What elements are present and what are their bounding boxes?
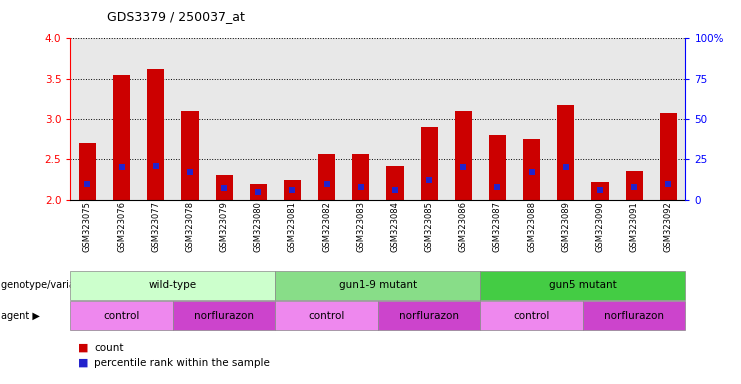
Bar [489,135,506,200]
Text: genotype/variation ▶: genotype/variation ▶ [1,280,104,290]
Bar [523,139,540,200]
Text: count: count [94,343,124,353]
Text: gun5 mutant: gun5 mutant [549,280,617,290]
Bar [216,175,233,200]
Bar [284,180,301,200]
Text: norflurazon: norflurazon [194,311,254,321]
Text: norflurazon: norflurazon [604,311,664,321]
Bar [250,184,267,200]
Bar [147,69,165,200]
Bar [591,182,608,200]
Text: ■: ■ [78,343,88,353]
Bar [455,111,472,200]
Text: norflurazon: norflurazon [399,311,459,321]
Text: control: control [514,311,550,321]
Text: agent ▶: agent ▶ [1,311,39,321]
Bar [318,154,335,200]
Bar [659,113,677,200]
Text: control: control [104,311,140,321]
Text: gun1-9 mutant: gun1-9 mutant [339,280,417,290]
Text: control: control [308,311,345,321]
Bar [387,166,404,200]
Bar [625,171,642,200]
Bar [182,111,199,200]
Bar [79,143,96,200]
Text: GDS3379 / 250037_at: GDS3379 / 250037_at [107,10,245,23]
Bar [557,105,574,200]
Text: ■: ■ [78,358,88,368]
Bar [113,74,130,200]
Text: percentile rank within the sample: percentile rank within the sample [94,358,270,368]
Bar [352,154,369,200]
Bar [421,127,438,200]
Text: wild-type: wild-type [149,280,197,290]
